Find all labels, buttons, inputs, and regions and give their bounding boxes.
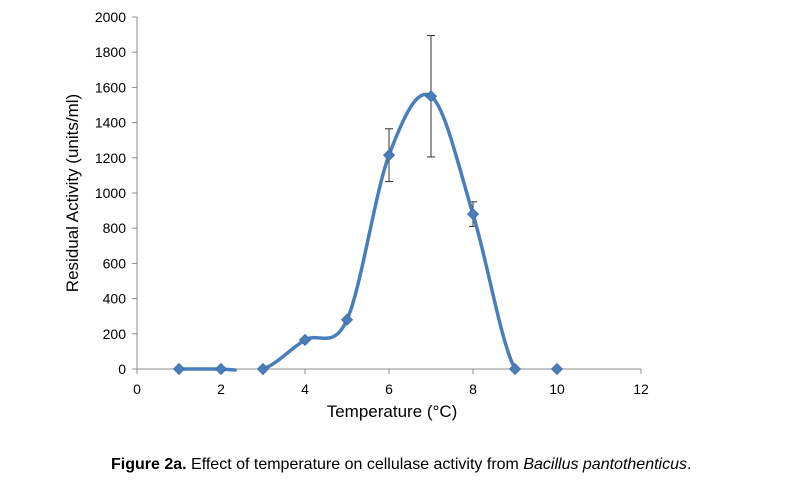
data-markers [172, 90, 564, 376]
x-tick-label: 2 [217, 381, 225, 397]
y-tick-label: 1800 [95, 44, 126, 60]
y-axis-ticks: 0 200 400 600 800 1000 1200 1400 1600 1800 2000 [95, 9, 137, 377]
data-point-marker [508, 362, 522, 376]
data-point-marker [550, 362, 564, 376]
x-tick-label: 10 [549, 381, 565, 397]
data-point-marker [172, 362, 186, 376]
y-tick-label: 1200 [95, 150, 126, 166]
y-tick-label: 400 [103, 291, 127, 307]
x-tick-label: 4 [301, 381, 309, 397]
data-point-marker [340, 313, 354, 326]
x-tick-label: 0 [133, 381, 141, 397]
caption-species: Bacillus pantothenticus [523, 456, 687, 473]
y-tick-label: 2000 [95, 9, 126, 25]
x-axis-title: Temperature (°C) [327, 402, 458, 421]
x-tick-label: 12 [633, 381, 649, 397]
data-point-marker [256, 362, 270, 376]
data-point-marker [382, 149, 396, 162]
y-tick-label: 200 [103, 326, 127, 342]
y-axis-title: Residual Activity (units/ml) [63, 94, 82, 292]
y-tick-label: 1400 [95, 115, 126, 131]
caption-end: . [686, 456, 692, 473]
y-tick-label: 600 [103, 255, 127, 271]
data-point-marker [298, 333, 312, 347]
figure-label: Figure 2a. [111, 456, 187, 473]
x-tick-label: 6 [385, 381, 393, 397]
data-point-marker [424, 90, 438, 103]
data-point-marker [214, 362, 228, 376]
y-tick-label: 1000 [95, 185, 126, 201]
data-point-marker [466, 208, 480, 221]
series-line [177, 92, 517, 372]
x-tick-label: 8 [469, 381, 477, 397]
x-axis-ticks: 0 2 4 6 8 10 12 [133, 369, 649, 397]
series-line-segment [261, 92, 517, 371]
caption-text: Effect of temperature on cellulase activ… [186, 456, 524, 473]
figure-caption: Figure 2a. Effect of temperature on cell… [111, 456, 691, 474]
chart: 0 200 400 600 800 1000 1200 1400 1600 1800 2000 0 2… [63, 9, 649, 421]
y-tick-label: 800 [103, 220, 127, 236]
y-tick-label: 0 [118, 361, 126, 377]
y-tick-label: 1600 [95, 79, 126, 95]
